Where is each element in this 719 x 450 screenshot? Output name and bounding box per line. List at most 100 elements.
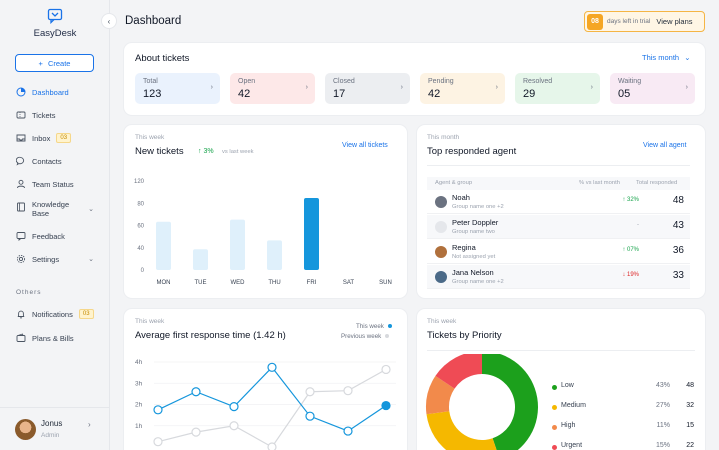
sidebar-item-label: Knowledge Base — [32, 200, 70, 218]
stat-value: 42 — [238, 88, 251, 100]
ticket-icon — [16, 110, 26, 120]
data-point — [343, 426, 353, 436]
stat-tile-closed[interactable]: Closed 17 › — [325, 73, 410, 104]
stat-tile-waiting[interactable]: Waiting 05 › — [610, 73, 695, 104]
response-time-line-chart: 1h 2h 3h 4h — [135, 359, 396, 450]
chat-icon — [16, 156, 26, 166]
chevron-right-icon: › — [590, 84, 593, 91]
sidebar-item-contacts[interactable]: Contacts — [16, 154, 100, 168]
sidebar-item-feedback[interactable]: Feedback — [16, 229, 100, 243]
inbox-count-badge: 03 — [56, 133, 72, 143]
donut-slice-high — [426, 375, 455, 415]
table-row[interactable]: Regina Not assigned yet ↑ 07% 36 — [427, 240, 690, 264]
sidebar-item-dashboard[interactable]: Dashboard — [16, 85, 100, 99]
sidebar-item-inbox[interactable]: Inbox 03 — [16, 131, 100, 145]
gear-icon — [16, 254, 26, 264]
chevron-right-icon: › — [400, 84, 403, 91]
period-select[interactable]: This month ⌄ — [642, 53, 691, 62]
view-plans-link[interactable]: View plans — [656, 17, 693, 26]
user-icon — [16, 179, 26, 189]
column-change: % vs last month — [579, 180, 620, 186]
stat-tile-pending[interactable]: Pending 42 › — [420, 73, 505, 104]
arrow-up-icon: ↑ — [198, 148, 202, 155]
divider — [427, 165, 690, 166]
bar-fri — [304, 198, 319, 270]
y-tick-label: 80 — [137, 201, 144, 207]
stat-value: 123 — [143, 88, 162, 100]
sidebar-item-settings[interactable]: Settings ⌄ — [16, 252, 100, 266]
y-tick-label: 3h — [135, 380, 143, 387]
stat-label: Closed — [333, 78, 355, 85]
plus-icon: + — [38, 58, 43, 68]
sidebar-item-notifications[interactable]: Notifications 03 — [16, 307, 100, 321]
new-tickets-bar-chart: 0 40 60 80 120 MON TUE WED THU FRI SAT SUN — [134, 179, 392, 286]
data-point — [191, 387, 201, 397]
sidebar-item-knowledge-base[interactable]: Knowledge Base ⌄ — [16, 200, 100, 220]
data-point — [153, 405, 163, 415]
view-all-tickets-link[interactable]: View all tickets — [342, 142, 388, 149]
bar-tue — [193, 249, 208, 270]
notifications-count-badge: 03 — [78, 309, 94, 319]
priority-donut-chart — [426, 354, 538, 450]
stat-label: Total — [143, 78, 158, 85]
stat-tile-open[interactable]: Open 42 › — [230, 73, 315, 104]
sidebar-item-label: Tickets — [32, 110, 56, 120]
donut-slice-medium — [426, 411, 497, 450]
sidebar-item-label: Plans & Bills — [32, 333, 74, 343]
trial-days-count: 08 — [587, 13, 603, 30]
agent-total: 36 — [672, 245, 684, 256]
new-tickets-change: ↑ 3% — [198, 148, 214, 155]
sidebar-item-team-status[interactable]: Team Status — [16, 177, 100, 191]
user-profile[interactable]: Jonus Admin › — [0, 407, 110, 450]
table-row[interactable]: Jana Nelson Group name one +2 ↓ 19% 33 — [427, 265, 690, 289]
x-tick-label: WED — [231, 280, 246, 286]
series-line-this-week — [157, 366, 387, 432]
sidebar-item-label: Dashboard — [32, 87, 69, 97]
top-agent-period: This month — [427, 134, 460, 141]
sidebar-item-plans-bills[interactable]: Plans & Bills — [16, 331, 100, 345]
priority-row-high: High 11% 15 — [552, 422, 695, 434]
sidebar-item-label: Team Status — [32, 179, 74, 189]
agent-change-value: - — [637, 222, 639, 228]
agent-table-header: Agent & group % vs last month Total resp… — [427, 177, 690, 190]
sidebar-item-tickets[interactable]: Tickets — [16, 108, 100, 122]
new-tickets-card: This week New tickets ↑ 3% vs last week … — [124, 125, 407, 298]
priority-percent: 27% — [655, 402, 670, 409]
x-tick-label: SUN — [379, 280, 392, 286]
logo-icon — [47, 8, 63, 24]
priority-label: Low — [561, 382, 574, 389]
priority-card: This week Tickets by Priority Low 43% 48 Me… — [417, 309, 705, 450]
about-tickets-title: About tickets — [135, 53, 190, 64]
stat-label: Resolved — [523, 78, 553, 85]
sidebar-item-label: Settings — [32, 254, 60, 264]
chevron-right-icon: › — [495, 84, 498, 91]
logo[interactable]: EasyDesk — [0, 8, 110, 39]
agent-name: Noah — [452, 193, 470, 202]
view-all-agent-link[interactable]: View all agent — [643, 142, 687, 149]
priority-label: High — [561, 422, 576, 429]
priority-percent: 11% — [656, 422, 671, 429]
sidebar-item-label: Contacts — [32, 156, 62, 166]
priority-count: 48 — [686, 382, 694, 389]
donut-slice-low — [482, 354, 538, 450]
new-tickets-change-value: 3% — [203, 148, 214, 155]
priority-row-urgent: Urgent 15% 22 — [552, 442, 695, 450]
table-row[interactable]: Peter Doppler Group name two - 43 — [427, 215, 690, 239]
collapse-sidebar-button[interactable]: ‹ — [101, 13, 117, 29]
table-row[interactable]: Noah Group name one +2 ↑ 32% 48 — [427, 190, 690, 214]
data-point — [229, 421, 239, 431]
chevron-down-icon: ⌄ — [88, 256, 94, 263]
data-point — [191, 427, 201, 437]
create-button[interactable]: + Create — [15, 54, 94, 72]
chevron-right-icon: › — [88, 420, 91, 429]
stat-label: Waiting — [618, 78, 642, 85]
chevron-right-icon: › — [210, 84, 213, 91]
priority-row-low: Low 43% 48 — [552, 382, 695, 394]
agent-total: 33 — [672, 270, 684, 281]
y-tick-label: 4h — [135, 359, 143, 366]
stat-tile-resolved[interactable]: Resolved 29 › — [515, 73, 600, 104]
data-point — [267, 442, 277, 450]
stat-tile-total[interactable]: Total 123 › — [135, 73, 220, 104]
bar-thu — [267, 240, 282, 270]
top-agent-title: Top responded agent — [427, 146, 517, 157]
